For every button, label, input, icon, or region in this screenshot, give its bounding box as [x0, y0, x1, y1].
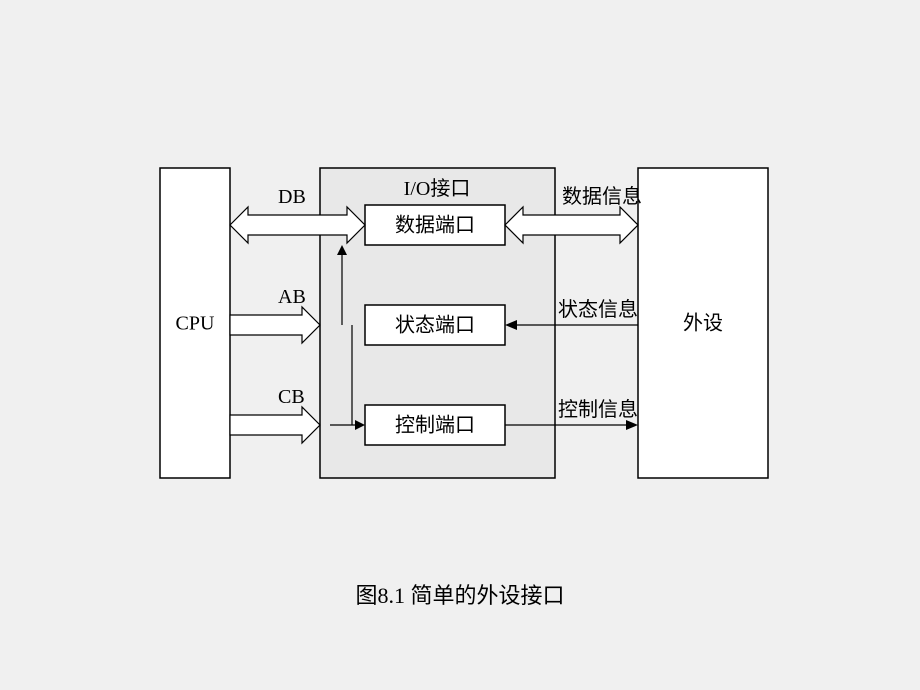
data-info-label: 数据信息	[562, 185, 642, 208]
io-group-label: I/O接口	[404, 177, 471, 200]
cpu-label: CPU	[176, 313, 215, 335]
peripheral-label: 外设	[683, 312, 723, 335]
db-label: DB	[278, 186, 306, 208]
diagram-svg: I/O接口 CPU 外设 数据端口 状态端口 控制端口 DB AB CB 数据信…	[0, 0, 920, 690]
cb-arrow	[230, 407, 320, 443]
data-port-label: 数据端口	[395, 214, 475, 237]
control-info-arrowhead	[626, 420, 638, 430]
cb-label: CB	[278, 386, 305, 408]
figure-caption: 图8.1 简单的外设接口	[355, 583, 564, 608]
control-info-label: 控制信息	[558, 398, 638, 421]
control-port-label: 控制端口	[395, 414, 475, 437]
ab-arrow	[230, 307, 320, 343]
diagram-container: I/O接口 CPU 外设 数据端口 状态端口 控制端口 DB AB CB 数据信…	[0, 0, 920, 690]
status-info-label: 状态信息	[558, 298, 638, 321]
status-port-label: 状态端口	[395, 314, 475, 337]
ab-label: AB	[278, 286, 306, 308]
